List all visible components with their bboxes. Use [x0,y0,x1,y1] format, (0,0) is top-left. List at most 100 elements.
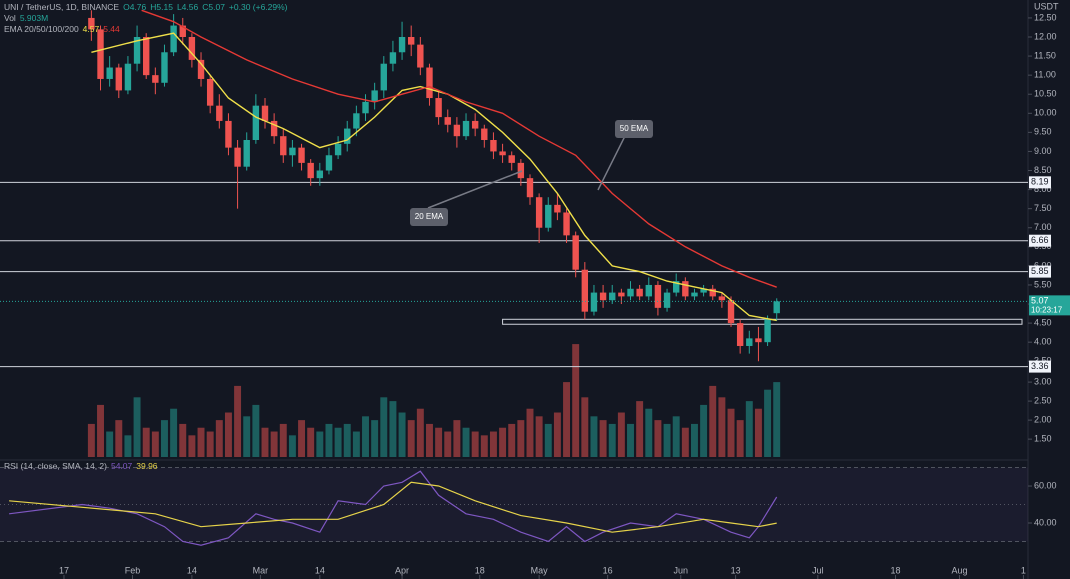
candle-body [106,67,113,79]
candle-body [517,162,525,179]
x-tick-label: 1 [1021,565,1026,575]
callout-box [410,208,448,226]
candle-body [225,120,232,148]
x-tick-label: 17 [59,565,69,575]
candle-body [270,120,278,137]
volume-bar [97,404,104,457]
y-tick-label: 9.00 [1034,146,1052,156]
x-tick-label: 16 [603,565,613,575]
x-tick-label: 14 [315,565,325,575]
candle-body [170,25,177,53]
chart-header: UNI / TetherUS, 1D, BINANCE O4.76 H5.15 L4.… [4,2,288,12]
candle-body [435,98,442,118]
candle-body [581,269,589,312]
volume-bar [288,435,296,457]
candle-body [627,288,634,297]
volume-bar [727,408,735,457]
candle-body [389,52,397,64]
candle-body [471,120,479,129]
volume-bar [681,427,689,457]
volume-bar [416,408,424,457]
volume-bar [599,420,607,457]
candle-body [88,17,95,30]
volume-bar [718,397,726,457]
callout-pointer [427,170,523,209]
candle-body [298,147,305,163]
callout-text: 50 EMA [620,124,649,133]
level-label-box [1029,265,1051,278]
volume-bar [480,435,488,457]
volume-bar [764,389,772,457]
volume-bar [334,427,342,457]
candle-body [663,292,671,308]
volume-bar [389,401,397,457]
ohlc-value: H5.15 [150,2,173,12]
ema-value: 5.44 [103,24,120,34]
candle-body [481,128,488,140]
last-price-box [1029,295,1070,316]
volume-bar [608,423,616,457]
volume-bar [773,382,781,457]
volume-bar [316,431,324,457]
volume-bar [581,397,589,457]
volume-bar [517,420,525,457]
volume-bar [252,404,260,457]
ema-value: 4.57 [83,24,100,34]
volume-bar [444,431,452,457]
rsi-tick-label: 60.00 [1034,480,1057,490]
volume-bar [544,423,552,457]
candle-body [216,105,223,121]
volume-bar [563,382,571,457]
candle-body [572,235,579,270]
volume-bar [325,423,333,457]
x-tick-label: 14 [187,565,197,575]
volume-bar [307,427,315,457]
volume-bar [343,423,351,457]
volume-bar [362,416,369,457]
volume-bar [87,423,95,457]
volume-bar [161,420,168,457]
candle-body [371,90,378,102]
ohlc-value: O4.76 [123,2,146,12]
candle-body [499,151,506,156]
volume-tick-label: 3.00 [1034,376,1052,386]
volume-bar [700,404,708,457]
volume-bar [197,427,205,457]
volume-bar [572,344,580,457]
candle-body [718,296,726,301]
volume-bar [188,435,196,457]
rsi-tick-label: 40.00 [1034,517,1057,527]
currency-label: USDT [1034,1,1059,11]
candle-body [289,147,296,156]
candle-body [609,292,616,301]
candle-body [645,284,652,297]
volume-header: Vol 5.903M [4,13,48,23]
x-tick-label: Jul [812,565,824,575]
x-tick-label: Apr [395,565,409,575]
candle-body [700,288,707,293]
x-tick-label: 18 [475,565,485,575]
y-tick-label: 7.00 [1034,222,1052,232]
volume-bar [745,401,753,457]
candle-body [636,288,643,297]
volume-bar [462,427,470,457]
volume-bar [279,423,287,457]
candle-body [654,284,662,308]
volume-bar [371,420,379,457]
volume-bar [499,427,507,457]
volume-bar [426,423,433,457]
last-price-label: 5.07 [1031,296,1049,306]
candle-body [334,143,342,156]
candle-body [362,101,369,114]
candle-body [307,162,314,179]
rsi-band-fill [0,467,1028,542]
volume-bar [298,420,306,457]
y-tick-label: 8.50 [1034,165,1052,175]
volume-bar [489,431,497,457]
candle-body [380,63,387,91]
candle-body [252,105,260,140]
y-tick-label: 7.50 [1034,203,1052,213]
volume-bar [206,431,214,457]
support-zone [502,318,1023,325]
